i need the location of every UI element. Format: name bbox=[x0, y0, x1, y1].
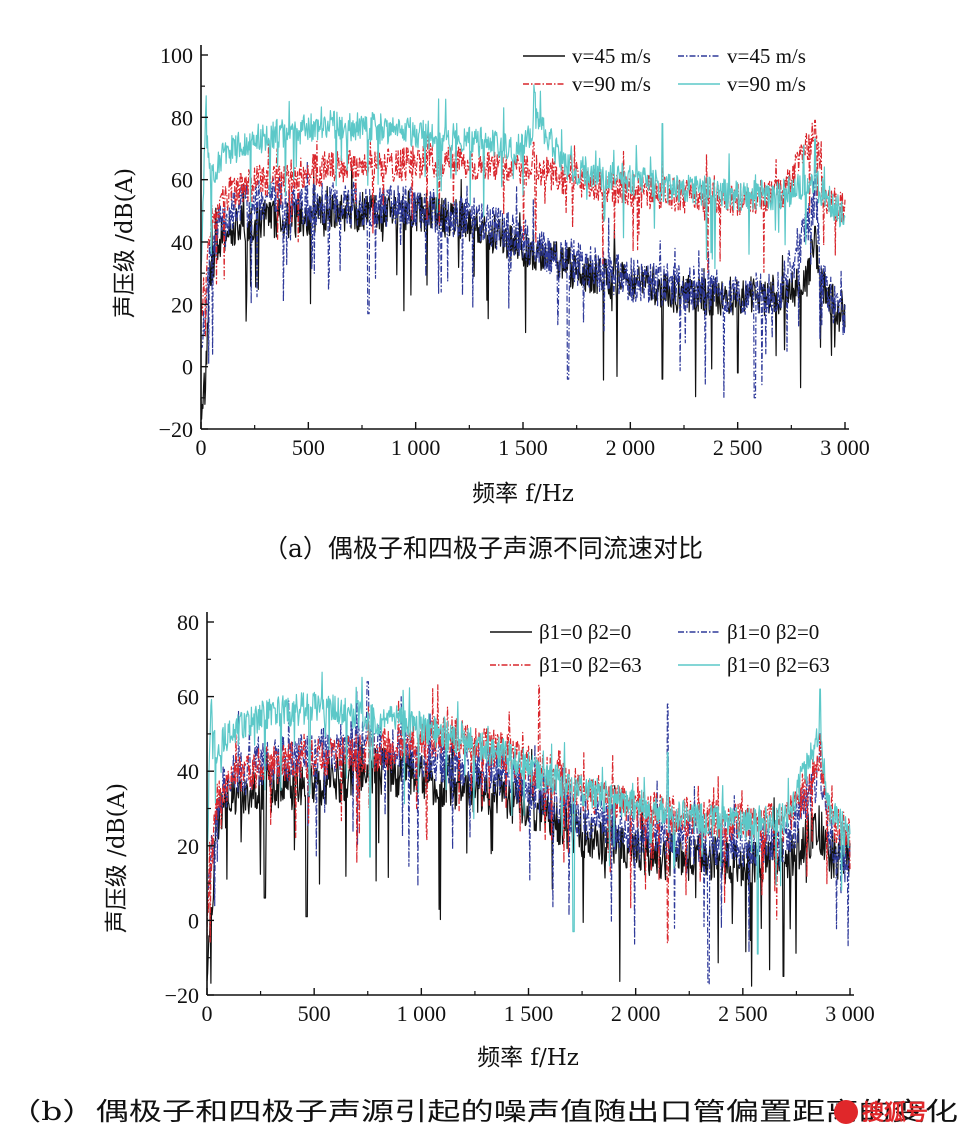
legend-label-4: v=90 m/s bbox=[727, 72, 806, 96]
x-axis-label-b: 频率 f/Hz bbox=[477, 1045, 579, 1071]
series-group-a bbox=[200, 84, 846, 420]
tick-labels-a: 0 500 1 000 1 500 2 000 2 500 3 000−2002040608… bbox=[159, 43, 870, 460]
series-line-1 bbox=[206, 726, 851, 987]
x-tick-label: 2 000 bbox=[611, 1001, 661, 1026]
series-line-1 bbox=[200, 165, 846, 420]
y-tick-label: 60 bbox=[177, 685, 199, 710]
y-tick-label: 100 bbox=[160, 43, 193, 68]
tick-labels-b: 0 500 1 000 1 500 2 000 2 500 3 000−2002040608… bbox=[165, 610, 875, 1026]
panel-caption-b: （b）偶极子和四极子声源引起的噪声值随出口管偏置距离的变化 bbox=[8, 1097, 958, 1126]
y-tick-label: 40 bbox=[177, 759, 199, 784]
legend-label-2: v=45 m/s bbox=[727, 44, 806, 68]
panel-caption-a: （a）偶极子和四极子声源不同流速对比 bbox=[263, 534, 703, 563]
legend-label-3: v=90 m/s bbox=[572, 72, 651, 96]
y-tick-label: −20 bbox=[165, 983, 199, 1008]
legend-label-2: β1=0 β2=0 bbox=[727, 620, 819, 644]
x-tick-label: 500 bbox=[298, 1001, 331, 1026]
series-line-4 bbox=[200, 84, 846, 270]
x-tick-label: 0 bbox=[202, 1001, 213, 1026]
legend-label-3: β1=0 β2=63 bbox=[539, 653, 642, 677]
x-tick-label: 3 000 bbox=[820, 435, 870, 460]
y-tick-label: 40 bbox=[171, 230, 193, 255]
legend-label-1: β1=0 β2=0 bbox=[539, 620, 631, 644]
series-group-b bbox=[206, 671, 851, 987]
y-tick-label: 80 bbox=[177, 610, 199, 635]
y-tick-label: 20 bbox=[171, 292, 193, 317]
series-line-2 bbox=[206, 681, 851, 985]
series-line-3 bbox=[206, 684, 851, 944]
y-tick-label: 60 bbox=[171, 168, 193, 193]
x-tick-label: 1 500 bbox=[498, 435, 548, 460]
legend-label-4: β1=0 β2=63 bbox=[727, 653, 830, 677]
x-tick-label: 1 000 bbox=[391, 435, 441, 460]
y-tick-label: 80 bbox=[171, 105, 193, 130]
x-tick-label: 2 000 bbox=[606, 435, 656, 460]
y-axis-label-b: 声压级 /dB(A) bbox=[104, 783, 130, 933]
x-tick-label: 2 500 bbox=[718, 1001, 768, 1026]
axes-b bbox=[206, 612, 854, 996]
watermark: 搜狐号 bbox=[834, 1100, 928, 1126]
x-tick-label: 3 000 bbox=[825, 1001, 875, 1026]
x-axis-label-a: 频率 f/Hz bbox=[472, 481, 574, 507]
chart-panel-b: 0 500 1 000 1 500 2 000 2 500 3 000−2002040608… bbox=[8, 610, 958, 1126]
watermark-logo-icon bbox=[834, 1100, 858, 1124]
y-tick-label: 20 bbox=[177, 834, 199, 859]
axes-a bbox=[200, 45, 849, 430]
y-tick-label: 0 bbox=[182, 355, 193, 380]
watermark-text: 搜狐号 bbox=[862, 1100, 928, 1126]
y-tick-label: 0 bbox=[188, 908, 199, 933]
chart-panel-a: 0 500 1 000 1 500 2 000 2 500 3 000−2002040608… bbox=[112, 43, 870, 563]
x-tick-label: 1 000 bbox=[397, 1001, 447, 1026]
x-tick-label: 0 bbox=[196, 435, 207, 460]
x-tick-label: 1 500 bbox=[504, 1001, 554, 1026]
series-line-2 bbox=[200, 160, 846, 399]
legend-label-1: v=45 m/s bbox=[572, 44, 651, 68]
legend-b: β1=0 β2=0 β1=0 β2=0 β1=0 β2=63 β1=0 β2=63 bbox=[490, 620, 830, 677]
y-axis-label-a: 声压级 /dB(A) bbox=[112, 168, 138, 318]
x-tick-label: 2 500 bbox=[713, 435, 763, 460]
series-line-4 bbox=[206, 671, 851, 955]
legend-a: v=45 m/s v=45 m/s v=90 m/s v=90 m/s bbox=[523, 44, 806, 96]
y-tick-label: −20 bbox=[159, 417, 193, 442]
x-tick-label: 500 bbox=[292, 435, 325, 460]
